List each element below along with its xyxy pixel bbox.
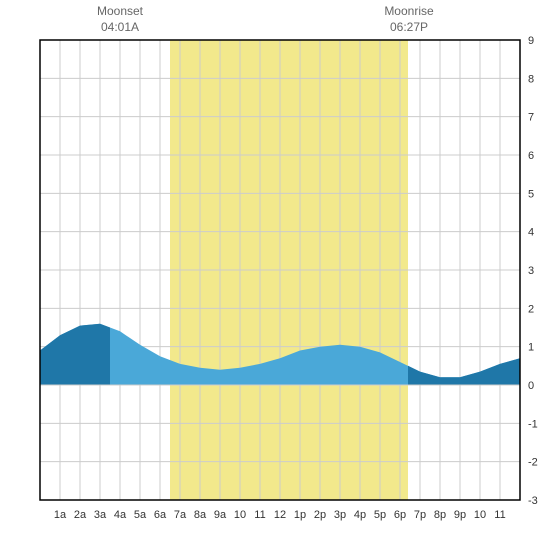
svg-text:4p: 4p — [354, 509, 366, 521]
svg-text:7: 7 — [528, 112, 534, 124]
svg-text:8a: 8a — [194, 509, 207, 521]
svg-text:2: 2 — [528, 303, 534, 315]
svg-text:5a: 5a — [134, 509, 147, 521]
moonrise-time: 06:27P — [379, 20, 439, 36]
svg-text:9: 9 — [528, 35, 534, 47]
svg-text:-3: -3 — [528, 495, 538, 507]
svg-text:1p: 1p — [294, 509, 306, 521]
svg-text:7p: 7p — [414, 509, 426, 521]
svg-text:-1: -1 — [528, 418, 538, 430]
svg-text:7a: 7a — [174, 509, 187, 521]
tide-chart: Moonset 04:01A Moonrise 06:27P -3-2-1012… — [0, 0, 550, 550]
chart-svg: -3-2-101234567891a2a3a4a5a6a7a8a9a101112… — [0, 0, 550, 550]
moonset-title: Moonset — [90, 4, 150, 20]
svg-text:-2: -2 — [528, 457, 538, 469]
svg-text:9a: 9a — [214, 509, 227, 521]
moonset-time: 04:01A — [90, 20, 150, 36]
svg-text:11: 11 — [494, 509, 505, 521]
svg-text:1a: 1a — [54, 509, 67, 521]
svg-text:5p: 5p — [374, 509, 386, 521]
svg-text:0: 0 — [528, 380, 534, 392]
svg-text:9p: 9p — [454, 509, 466, 521]
svg-text:3p: 3p — [334, 509, 346, 521]
moonrise-label: Moonrise 06:27P — [379, 4, 439, 35]
svg-text:11: 11 — [254, 509, 265, 521]
svg-text:4a: 4a — [114, 509, 127, 521]
moonset-label: Moonset 04:01A — [90, 4, 150, 35]
svg-text:6a: 6a — [154, 509, 167, 521]
svg-text:2p: 2p — [314, 509, 326, 521]
svg-text:6: 6 — [528, 150, 534, 162]
svg-text:3: 3 — [528, 265, 534, 277]
svg-text:8p: 8p — [434, 509, 446, 521]
svg-text:10: 10 — [474, 509, 486, 521]
svg-text:10: 10 — [234, 509, 246, 521]
moonrise-title: Moonrise — [379, 4, 439, 20]
svg-text:1: 1 — [528, 342, 534, 354]
svg-text:4: 4 — [528, 227, 534, 239]
svg-text:2a: 2a — [74, 509, 87, 521]
svg-text:3a: 3a — [94, 509, 107, 521]
svg-text:12: 12 — [274, 509, 286, 521]
svg-text:6p: 6p — [394, 509, 406, 521]
svg-text:5: 5 — [528, 188, 534, 200]
svg-text:8: 8 — [528, 73, 534, 85]
